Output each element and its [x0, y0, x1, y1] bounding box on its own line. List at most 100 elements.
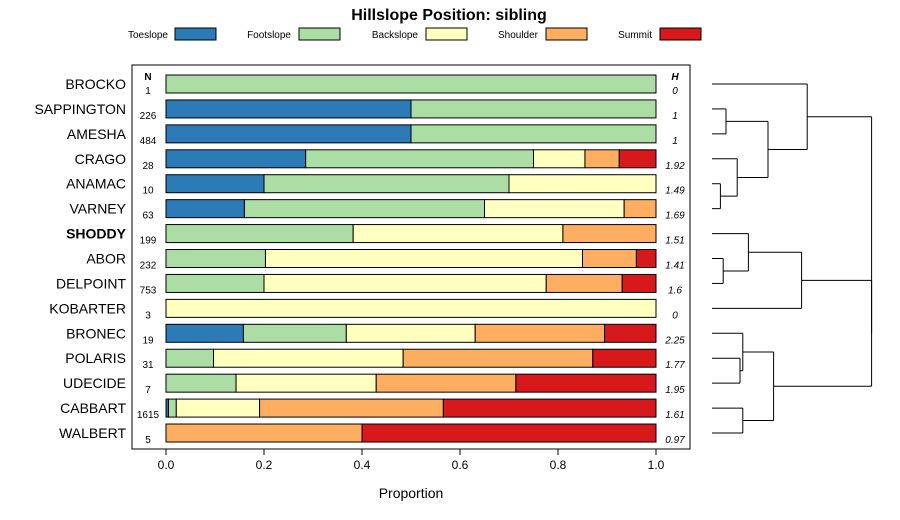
row-label-polaris: POLARIS [65, 350, 126, 366]
row-label-amesha: AMESHA [67, 126, 127, 142]
bar-segment-bronec-shoulder [474, 323, 606, 343]
n-column-header: N [144, 72, 151, 83]
x-axis-label: Proportion [379, 485, 444, 501]
row-label-abor: ABOR [86, 251, 126, 267]
bar-segment-crago-shoulder [584, 149, 620, 169]
legend-label-backslope: Backslope [372, 30, 419, 41]
bar-segment-sappington-footslope [410, 99, 657, 119]
h-value-abor: 1.41 [665, 261, 684, 272]
row-label-udecide: UDECIDE [63, 375, 126, 391]
bar-segment-polaris-shoulder [402, 348, 594, 368]
bar-segment-cabbart-backslope [175, 398, 261, 418]
bar-segment-shoddy-backslope [352, 224, 564, 244]
legend: Toeslope Footslope Backslope Shoulder Summit [128, 27, 702, 41]
bar-segment-amesha-footslope [410, 124, 657, 144]
bar-segment-cabbart-footslope [167, 398, 177, 418]
h-value-walbert: 0.97 [665, 435, 685, 446]
h-column-header: H [671, 72, 679, 83]
bar-segment-abor-backslope [264, 249, 583, 269]
n-value-anamac: 10 [142, 186, 154, 197]
x-tick-label-0.6: 0.6 [452, 458, 469, 472]
chart-title-group: Hillslope Position: sibling [351, 7, 547, 24]
bar-segment-delpoint-backslope [263, 273, 547, 293]
bar-segment-bronec-toeslope [165, 323, 244, 343]
bar-segment-brocko-footslope [165, 74, 657, 94]
bar-segment-walbert-shoulder [165, 423, 363, 443]
chart-title: Hillslope Position: sibling [351, 7, 547, 24]
bar-segment-anamac-footslope [263, 174, 510, 194]
bar-segment-anamac-backslope [508, 174, 657, 194]
row-label-cabbart: CABBART [60, 400, 126, 416]
dendrogram [712, 83, 873, 434]
bar-segment-polaris-backslope [213, 348, 404, 368]
bar-segment-abor-summit [635, 249, 657, 269]
x-tick-label-0.2: 0.2 [256, 458, 273, 472]
bar-segment-walbert-summit [361, 423, 657, 443]
bar-segment-crago-summit [618, 149, 657, 169]
bar-segment-abor-shoulder [582, 249, 637, 269]
n-value-varney: 63 [142, 211, 154, 222]
h-value-cabbart: 1.61 [665, 410, 684, 421]
h-value-crago: 1.92 [665, 161, 685, 172]
bar-segment-delpoint-summit [621, 273, 657, 293]
h-value-polaris: 1.77 [665, 360, 685, 371]
legend-label-toeslope: Toeslope [128, 30, 168, 41]
h-value-sappington: 1 [672, 111, 678, 122]
plot-frame [131, 64, 691, 450]
n-value-delpoint: 753 [140, 285, 157, 296]
bar-segment-varney-footslope [243, 199, 485, 219]
bar-segment-abor-footslope [165, 249, 266, 269]
n-value-polaris: 31 [142, 360, 154, 371]
legend-swatch-backslope [425, 27, 468, 41]
n-value-amesha: 484 [140, 136, 157, 147]
bar-segment-anamac-toeslope [165, 174, 265, 194]
h-value-brocko: 0 [672, 86, 678, 97]
row-label-walbert: WALBERT [59, 425, 126, 441]
bar-segment-shoddy-shoulder [562, 224, 657, 244]
bar-segment-delpoint-shoulder [545, 273, 623, 293]
bar-segment-udecide-footslope [165, 373, 237, 393]
h-value-udecide: 1.95 [665, 385, 685, 396]
h-value-varney: 1.69 [665, 211, 685, 222]
legend-swatch-summit [659, 27, 702, 41]
n-value-crago: 28 [142, 161, 154, 172]
bar-segment-udecide-summit [515, 373, 657, 393]
h-value-amesha: 1 [672, 136, 678, 147]
row-label-brocko: BROCKO [65, 76, 126, 92]
row-label-kobarter: KOBARTER [49, 300, 126, 316]
x-tick-label-1.0: 1.0 [648, 458, 665, 472]
h-value-kobarter: 0 [672, 310, 678, 321]
bar-segment-crago-backslope [533, 149, 586, 169]
x-tick-label-0.0: 0.0 [158, 458, 175, 472]
n-value-shoddy: 199 [140, 236, 157, 247]
bar-segment-bronec-backslope [345, 323, 476, 343]
n-value-abor: 232 [140, 261, 157, 272]
legend-swatch-toeslope [174, 27, 217, 41]
x-tick-label-0.8: 0.8 [550, 458, 567, 472]
bars-layer [165, 74, 657, 443]
bar-segment-bronec-summit [604, 323, 657, 343]
n-value-brocko: 1 [145, 86, 151, 97]
bar-segment-amesha-toeslope [165, 124, 412, 144]
bar-segment-cabbart-shoulder [259, 398, 444, 418]
bar-segment-polaris-footslope [165, 348, 215, 368]
n-value-udecide: 7 [145, 385, 151, 396]
h-value-anamac: 1.49 [665, 186, 685, 197]
bar-segment-shoddy-footslope [165, 224, 354, 244]
h-value-delpoint: 1.6 [668, 285, 682, 296]
bar-segment-delpoint-footslope [165, 273, 265, 293]
row-label-shoddy: SHODDY [66, 226, 127, 242]
bar-segment-crago-footslope [305, 149, 534, 169]
n-value-sappington: 226 [140, 111, 157, 122]
row-label-bronec: BRONEC [66, 325, 126, 341]
row-label-varney: VARNEY [69, 201, 126, 217]
bar-segment-varney-backslope [484, 199, 625, 219]
row-label-anamac: ANAMAC [66, 176, 126, 192]
bar-segment-udecide-backslope [235, 373, 377, 393]
x-axis: 0.0 0.2 0.4 0.6 0.8 1.0 [158, 449, 665, 472]
bar-segment-polaris-summit [592, 348, 657, 368]
row-label-delpoint: DELPOINT [56, 275, 126, 291]
h-value-shoddy: 1.51 [665, 236, 684, 247]
row-label-sappington: SAPPINGTON [34, 101, 126, 117]
